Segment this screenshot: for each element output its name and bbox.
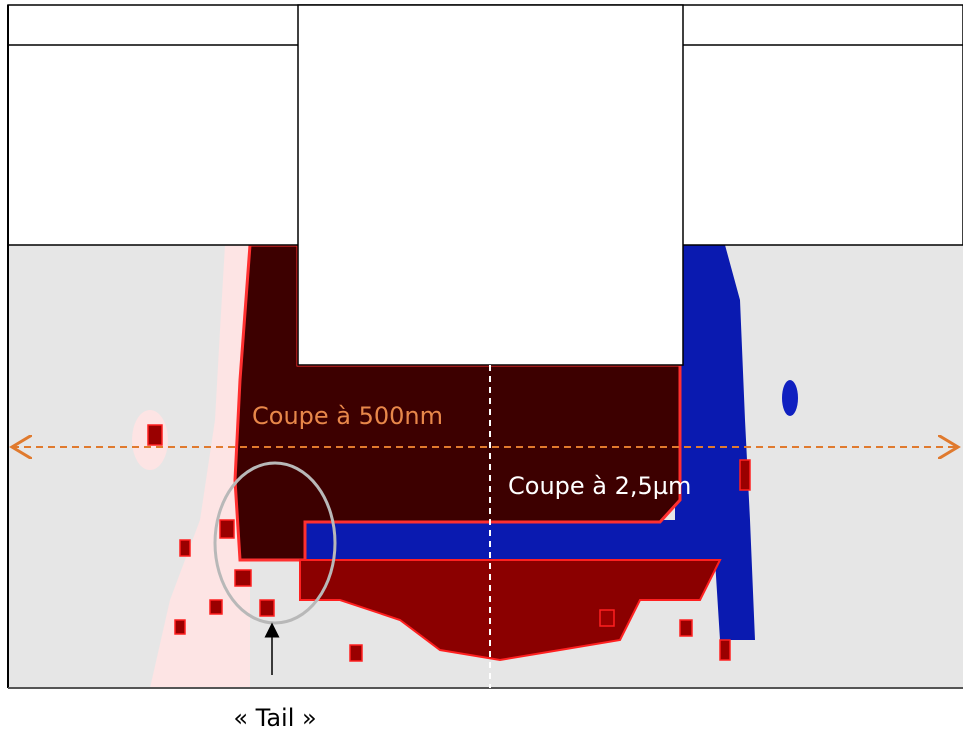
blob: [147, 424, 163, 446]
gate: [297, 4, 684, 366]
tail-label: « Tail »: [233, 704, 316, 729]
cut-label: Coupe à 500nm: [252, 402, 443, 430]
blob: [349, 644, 363, 662]
blob: [234, 569, 252, 587]
blob: [259, 599, 275, 617]
red-blobs: [147, 424, 751, 662]
blue-region: [305, 245, 755, 640]
blob: [599, 609, 615, 627]
blob: [739, 459, 751, 491]
blob: [209, 599, 223, 615]
blob: [179, 539, 191, 557]
blue-spot: [782, 380, 798, 416]
blob: [219, 519, 235, 539]
cut-label: Coupe à 2,5µm: [508, 472, 691, 500]
blob: [719, 639, 731, 661]
blob: [174, 619, 186, 635]
red-tail: [299, 559, 722, 662]
blob: [679, 619, 693, 637]
halo: [150, 245, 250, 688]
